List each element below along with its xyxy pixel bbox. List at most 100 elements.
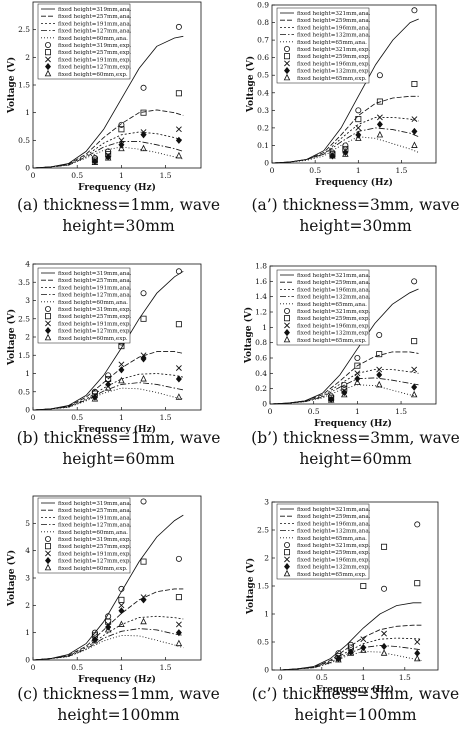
legend-entry-a-5: fixed height=319mm,exp. [58, 43, 131, 49]
caption-a2-line1: (a’) thickness=3mm, wave [251, 196, 460, 214]
legend-entry-b2-8: fixed height=132mm,exp. [297, 331, 370, 337]
legend-entry-c-8: fixed height=127mm,exp. [58, 559, 131, 565]
analytic-line-c-4 [32, 634, 184, 661]
legend-entry-b-0: fixed height=319mm,ana. [58, 271, 132, 277]
exp-point-b-3-4 [175, 375, 182, 383]
chart-caption-c2: (c’) thickness=3mm, wave height=100mm [237, 684, 474, 726]
analytic-line-b2-1 [269, 351, 419, 405]
legend-entry-a-4: fixed height=60mm,ana. [58, 36, 128, 42]
legend-entry-b2-1: fixed height=259mm,ana. [297, 280, 371, 286]
caption-a2-line2: height=30mm [299, 217, 412, 235]
exp-point-a-2-4 [175, 126, 182, 133]
exp-point-c-4-3 [140, 617, 147, 625]
analytic-line-a2-3 [271, 127, 419, 164]
exp-point-a-4-3 [140, 144, 147, 152]
y-tick-label-c2-2: 1 [264, 610, 269, 619]
chart-a: 0 0.5 1 1.5 0 0.5 1 1.5 2 2.5 Frequency (Hz) Voltag… [6, 1, 202, 193]
legend-box-a2 [276, 7, 370, 84]
legend-entry-b2-6: fixed height=259mm,exp. [297, 316, 370, 322]
x-axis-label-c: Frequency (Hz) [78, 674, 156, 685]
exp-point-a2-3-0 [329, 152, 336, 160]
legend-entry-a2-2: fixed height=196mm,ana. [297, 25, 371, 31]
legend-swatch-b-9 [44, 333, 52, 341]
y-tick-label-a2-8: 0.8 [257, 18, 269, 27]
y-tick-label-a2-0: 0 [264, 159, 269, 168]
exp-point-a2-0-1 [342, 142, 349, 149]
analytic-line-c2-0 [280, 602, 422, 671]
legend-entry-b-9: fixed height=60mm,exp. [58, 336, 128, 342]
chart-b: 0 0.5 1 1.5 0 0.5 1 1.5 2 2.5 3 3.5 4 Frequency (Hz) V… [6, 260, 202, 435]
y-tick-label-b2-9: 1.8 [255, 262, 267, 271]
chart-panel-c: 0 0.5 1 1.5 0 1 2 3 4 5 Frequency (Hz) Voltage (V) f… [0, 484, 237, 732]
y-tick-label-a2-5: 0.5 [257, 71, 269, 80]
x-tick-label-c-2: 1 [119, 663, 124, 672]
x-tick-label-b-1: 0.5 [71, 413, 83, 422]
chart-caption-a: (a) thickness=1mm, wave height=30mm [0, 195, 237, 237]
exp-point-b-4-1 [104, 384, 112, 391]
y-tick-label-c-2: 2 [25, 601, 30, 610]
legend-entry-b2-7: fixed height=196mm,exp. [297, 323, 370, 329]
y-tick-label-c-0: 0 [25, 656, 30, 665]
y-tick-label-a2-2: 0.2 [257, 123, 269, 132]
legend-entry-a-1: fixed height=257mm,ana. [58, 14, 132, 20]
legend-entry-b2-0: fixed height=321mm,ana. [297, 273, 371, 279]
legend-entry-a2-3: fixed height=132mm,ana. [297, 33, 371, 39]
y-tick-label-b-2: 1 [25, 369, 30, 378]
exp-point-a-0-2 [118, 121, 125, 128]
y-tick-label-b-1: 0.5 [18, 387, 30, 396]
x-tick-label-c-0: 0 [31, 663, 36, 672]
exp-point-a-3-4 [175, 136, 182, 144]
analytic-line-b-4 [32, 387, 184, 411]
exp-point-c-2-2 [118, 602, 125, 609]
exp-point-c-4-2 [118, 620, 125, 627]
exp-point-a2-2-3 [376, 114, 383, 121]
y-tick-label-b-7: 3.5 [18, 278, 30, 287]
exp-point-a2-3-3 [376, 120, 383, 128]
exp-point-c2-0-3 [381, 585, 388, 592]
legend-swatch-c-8 [45, 557, 51, 565]
legend-entry-a-6: fixed height=257mm,exp. [58, 50, 131, 56]
legend-entry-b2-4: fixed height=65mm,ana. [297, 302, 367, 308]
caption-b-line2: height=60mm [62, 450, 175, 468]
legend-swatch-a-9 [44, 69, 52, 77]
y-tick-label-a-2: 1 [25, 108, 30, 117]
legend-c2: fixed height=321mm,ana.fixed height=259m… [276, 503, 371, 580]
analytic-line-a2-1 [271, 95, 419, 164]
exp-point-c2-1-4 [414, 580, 421, 587]
legend-swatch-c-5 [45, 536, 52, 543]
chart-caption-c: (c) thickness=1mm, wave height=100mm [0, 684, 237, 726]
exp-point-c-0-4 [175, 555, 182, 562]
exp-point-a2-4-4 [411, 141, 418, 148]
legend-entry-a-8: fixed height=127mm,exp. [58, 65, 131, 71]
legend-entry-a-3: fixed height=127mm,ana. [58, 29, 132, 35]
analytic-line-b-0 [32, 270, 184, 411]
legend-a: fixed height=319mm,ana.fixed height=257m… [37, 3, 132, 80]
legend-swatch-c-7 [45, 550, 51, 557]
analytic-line-c2-4 [280, 651, 422, 671]
y-tick-label-b2-7: 1.4 [255, 292, 267, 301]
y-tick-label-b2-8: 1.6 [255, 277, 267, 286]
legend-entry-c-5: fixed height=319mm,exp. [58, 537, 131, 543]
exp-point-b2-0-3 [376, 332, 383, 339]
exp-point-a2-0-2 [355, 107, 362, 114]
plot-frame-a2 [271, 4, 437, 164]
analytic-line-c-1 [32, 588, 184, 661]
x-axis-label-a2: Frequency (Hz) [315, 177, 393, 188]
exp-point-a2-0-3 [376, 72, 383, 79]
exp-point-c2-4-4 [414, 654, 421, 662]
legend-entry-c2-5: fixed height=321mm,exp. [297, 543, 370, 549]
legend-swatch-c2-9 [283, 569, 291, 577]
caption-a-line1: (a) thickness=1mm, wave [16, 196, 221, 214]
exp-point-b-0-1 [105, 372, 112, 379]
x-axis-label-a: Frequency (Hz) [78, 182, 156, 193]
legend-entry-c-9: fixed height=60mm,exp. [58, 566, 128, 572]
legend-entry-b-3: fixed height=127mm,ana. [58, 293, 132, 299]
caption-c2-line1: (c’) thickness=3mm, wave [251, 685, 460, 703]
analytic-line-b2-3 [269, 377, 419, 405]
exp-point-c-4-4 [175, 639, 183, 647]
exp-point-b2-0-2 [354, 355, 361, 362]
x-tick-label-b2-2: 1 [355, 407, 360, 416]
chart-caption-b: (b) thickness=1mm, wave height=60mm [0, 428, 237, 470]
exp-point-c-0-2 [118, 585, 125, 592]
legend-entry-a2-9: fixed height=65mm,exp. [297, 76, 367, 82]
